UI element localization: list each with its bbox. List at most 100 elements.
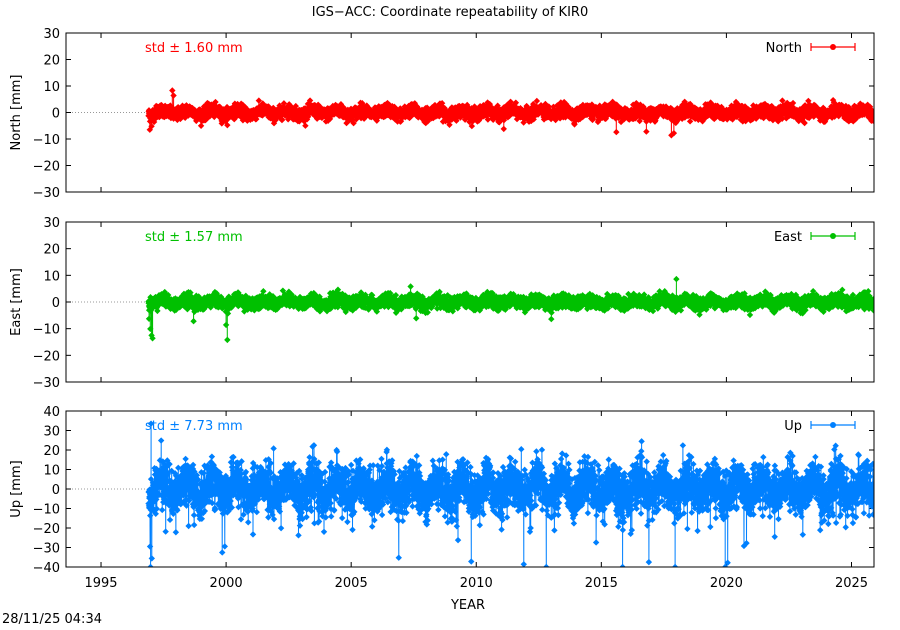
data-point	[552, 116, 559, 124]
data-point	[602, 115, 610, 122]
data-point	[866, 103, 874, 110]
y-tick-label: 30	[43, 27, 60, 42]
data-point	[801, 119, 808, 127]
data-point	[670, 129, 678, 137]
y-tick-label: −20	[33, 349, 60, 364]
data-point	[697, 106, 704, 113]
data-point	[148, 123, 155, 130]
data-point	[789, 103, 796, 111]
data-point	[626, 116, 633, 123]
data-point	[735, 101, 742, 109]
data-point	[466, 118, 473, 126]
data-point	[513, 115, 521, 123]
data-point	[145, 315, 153, 322]
data-point	[278, 116, 286, 124]
data-point	[643, 128, 650, 135]
data-point	[732, 98, 740, 106]
data-point	[292, 102, 299, 110]
data-point	[484, 99, 491, 106]
data-point	[812, 102, 819, 109]
data-point	[550, 103, 557, 111]
data-point	[512, 99, 520, 106]
y-tick-label: 30	[43, 216, 60, 231]
data-point	[446, 121, 453, 129]
y-tick-label: −10	[33, 323, 60, 338]
data-point	[662, 103, 670, 110]
data-point	[801, 102, 809, 109]
data-point	[340, 104, 347, 111]
data-point	[170, 92, 177, 99]
y-axis-label: North [mm]	[9, 75, 24, 151]
y-tick-label: 0	[52, 296, 60, 311]
data-point	[438, 100, 446, 107]
y-tick-label: 10	[43, 80, 60, 95]
data-point	[231, 116, 238, 123]
data-point	[789, 99, 797, 107]
data-point	[779, 97, 786, 104]
data-point	[528, 117, 535, 125]
data-point	[542, 100, 549, 108]
data-point	[768, 102, 775, 110]
y-tick-label: −20	[33, 160, 60, 175]
y-tick-label: −30	[33, 186, 60, 201]
data-point	[864, 101, 871, 108]
chart-panels: 30 20 10 0 −10 −20 −30 std ± 1.60 mm North North …	[9, 27, 875, 591]
data-point	[147, 325, 154, 333]
data-point	[870, 110, 874, 117]
data-point	[774, 118, 782, 125]
data-point	[189, 104, 196, 112]
data-point	[489, 116, 497, 123]
data-point	[557, 111, 564, 119]
data-point	[686, 118, 694, 125]
legend-marker	[830, 44, 836, 50]
data-point	[533, 97, 541, 105]
data-point	[636, 117, 643, 125]
data-point	[169, 87, 176, 94]
data-point	[302, 122, 309, 129]
data-point	[750, 102, 757, 109]
data-point	[494, 102, 501, 109]
data-point	[150, 118, 158, 126]
y-tick-label: 0	[52, 107, 60, 122]
data-point	[742, 117, 749, 125]
data-point	[280, 100, 288, 107]
data-point	[540, 116, 548, 123]
std-label: std ± 1.60 mm	[145, 41, 243, 56]
data-point	[306, 97, 314, 104]
data-point	[646, 108, 653, 115]
data-point	[670, 117, 677, 125]
data-point	[695, 116, 702, 123]
data-point	[565, 103, 572, 111]
data-point	[681, 114, 689, 121]
data-point	[678, 115, 686, 122]
data-point	[453, 117, 460, 124]
data-point	[596, 105, 604, 113]
data-point	[222, 117, 229, 125]
data-point	[500, 125, 507, 133]
data-point	[212, 98, 219, 106]
y-tick-label: 10	[43, 269, 60, 284]
series-east	[145, 275, 874, 344]
data-point	[737, 116, 745, 123]
data-point	[350, 119, 357, 127]
data-point	[316, 103, 324, 111]
data-point	[596, 102, 603, 109]
data-point	[692, 115, 699, 122]
data-point	[842, 102, 850, 110]
y-tick-label: −30	[33, 376, 60, 391]
data-point	[468, 122, 476, 130]
data-point	[255, 97, 263, 104]
data-point	[560, 98, 568, 106]
data-point	[691, 104, 698, 111]
data-point	[149, 335, 156, 342]
data-point	[779, 115, 786, 122]
data-point	[810, 113, 817, 120]
legend-label: North	[766, 41, 802, 56]
data-point	[589, 115, 597, 123]
y-tick-label: 20	[43, 243, 60, 258]
data-point	[556, 115, 564, 122]
data-point	[687, 100, 694, 108]
